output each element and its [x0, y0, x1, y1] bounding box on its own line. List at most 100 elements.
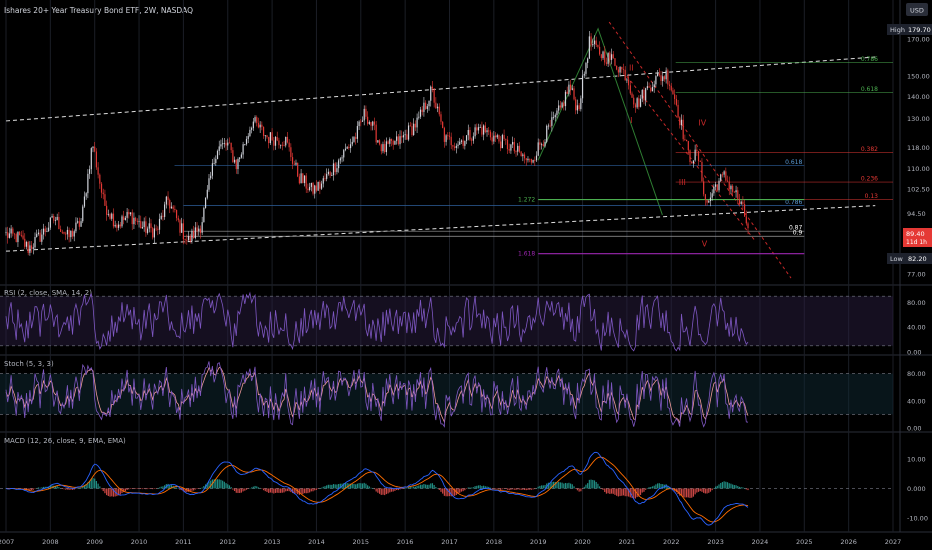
candle-body: [160, 215, 162, 219]
candle-body: [380, 144, 382, 152]
candle-body: [566, 91, 568, 94]
candle-body: [300, 173, 302, 184]
candle-body: [506, 139, 509, 150]
macd-histogram-bar: [375, 488, 377, 492]
candle-body: [54, 220, 57, 221]
macd-histogram-bar: [251, 487, 253, 489]
macd-histogram-bar: [633, 488, 635, 499]
macd-histogram-bar: [184, 488, 186, 492]
macd-histogram-bar: [65, 488, 67, 490]
candle-body: [418, 116, 420, 118]
macd-histogram-bar: [634, 488, 637, 499]
macd-histogram-bar: [27, 488, 29, 491]
candle-body: [10, 228, 12, 234]
candle-body: [721, 174, 724, 176]
macd-histogram-bar: [489, 487, 492, 489]
candle-body: [599, 46, 601, 55]
macd-histogram-bar: [189, 488, 191, 492]
candle-body: [104, 194, 106, 206]
candlestick-series: [5, 30, 749, 256]
macd-histogram-bar: [534, 488, 536, 490]
macd-histogram-bar: [517, 488, 519, 490]
candle-body: [658, 73, 660, 76]
candle-body: [240, 154, 242, 158]
candle-body: [580, 98, 582, 110]
macd-histogram-bar: [220, 479, 222, 489]
candle-body: [730, 185, 732, 190]
macd-histogram-bar: [363, 482, 365, 489]
macd-histogram-bar: [460, 488, 463, 492]
wave-label: II: [629, 63, 634, 72]
macd-histogram-bar: [145, 488, 147, 490]
macd-histogram-bar: [585, 484, 587, 489]
candle-body: [631, 93, 633, 98]
macd-histogram-bar: [235, 488, 237, 493]
candle-body: [738, 198, 741, 204]
macd-histogram-bar: [510, 488, 512, 490]
oscillator-axis-label: 0.00: [907, 349, 921, 357]
price-axis[interactable]: 170.00 150.00 140.00 130.00 118.00 110.00 102.…: [907, 35, 930, 278]
fib-label-left: 0.87: [789, 225, 803, 232]
macd-histogram-bar: [638, 488, 640, 497]
candle-body: [119, 224, 121, 227]
candle-body: [194, 227, 196, 239]
macd-histogram-bar: [338, 483, 340, 489]
macd-axis-label: -10.00: [907, 515, 928, 523]
candle-body: [535, 155, 538, 161]
candle-body: [208, 178, 210, 190]
candle-body: [645, 88, 647, 101]
macd-histogram-bar: [525, 488, 527, 491]
macd-histogram-bar: [428, 484, 430, 489]
extension-label: 1.272: [518, 197, 535, 204]
candle-body: [63, 232, 65, 234]
macd-histogram-bar: [660, 483, 662, 489]
oscillator-band: [0, 296, 893, 346]
macd-histogram-bar: [95, 480, 98, 489]
macd-histogram-bar: [44, 486, 46, 489]
macd-histogram-bar: [701, 488, 703, 492]
fib-label-right: 0.786: [861, 56, 878, 63]
macd-histogram-bar: [624, 488, 626, 497]
macd-histogram-bar: [261, 488, 263, 489]
candle-body: [588, 36, 590, 59]
macd-histogram-bar: [416, 485, 418, 489]
candle-body: [743, 204, 746, 217]
candle-body: [701, 161, 703, 182]
macd-histogram-bar: [175, 487, 178, 489]
macd-histogram-bar: [155, 488, 157, 489]
macd-histogram-bar: [310, 488, 312, 492]
candle-body: [423, 102, 425, 112]
candle-body: [95, 151, 98, 168]
macd-histogram-bar: [503, 488, 505, 490]
macd-histogram-bar: [651, 486, 654, 489]
candle-body: [109, 214, 111, 219]
macd-histogram-bar: [747, 488, 749, 491]
grid-lines: [5, 0, 894, 532]
time-axis[interactable]: 2007 2008 2009 2010 2011 2012 2013 2014 2015 2016…: [0, 538, 901, 546]
candle-body: [261, 124, 263, 127]
macd-histogram-bar: [390, 488, 393, 492]
macd-histogram-bar: [320, 487, 323, 489]
oscillator-axis-label: 40.00: [907, 397, 926, 405]
macd-histogram-bar: [515, 488, 517, 490]
macd-histogram-bar: [167, 483, 169, 489]
candle-body: [259, 124, 261, 128]
candle-body: [639, 98, 642, 107]
candle-body: [206, 189, 208, 198]
fib-label-left: 0.786: [785, 199, 802, 206]
candle-body: [436, 106, 439, 109]
macd-histogram-bar: [385, 488, 387, 495]
candle-body: [706, 199, 708, 203]
candle-body: [732, 185, 734, 192]
candle-body: [143, 221, 145, 228]
candle-body: [628, 79, 630, 86]
macd-histogram-bar: [599, 486, 601, 489]
candle-body: [622, 69, 625, 70]
currency-button[interactable]: [906, 3, 928, 16]
candle-body: [169, 200, 171, 209]
candle-body: [162, 215, 164, 217]
macd-histogram-bar: [351, 483, 353, 489]
candle-body: [329, 171, 331, 176]
candle-body: [539, 142, 541, 145]
